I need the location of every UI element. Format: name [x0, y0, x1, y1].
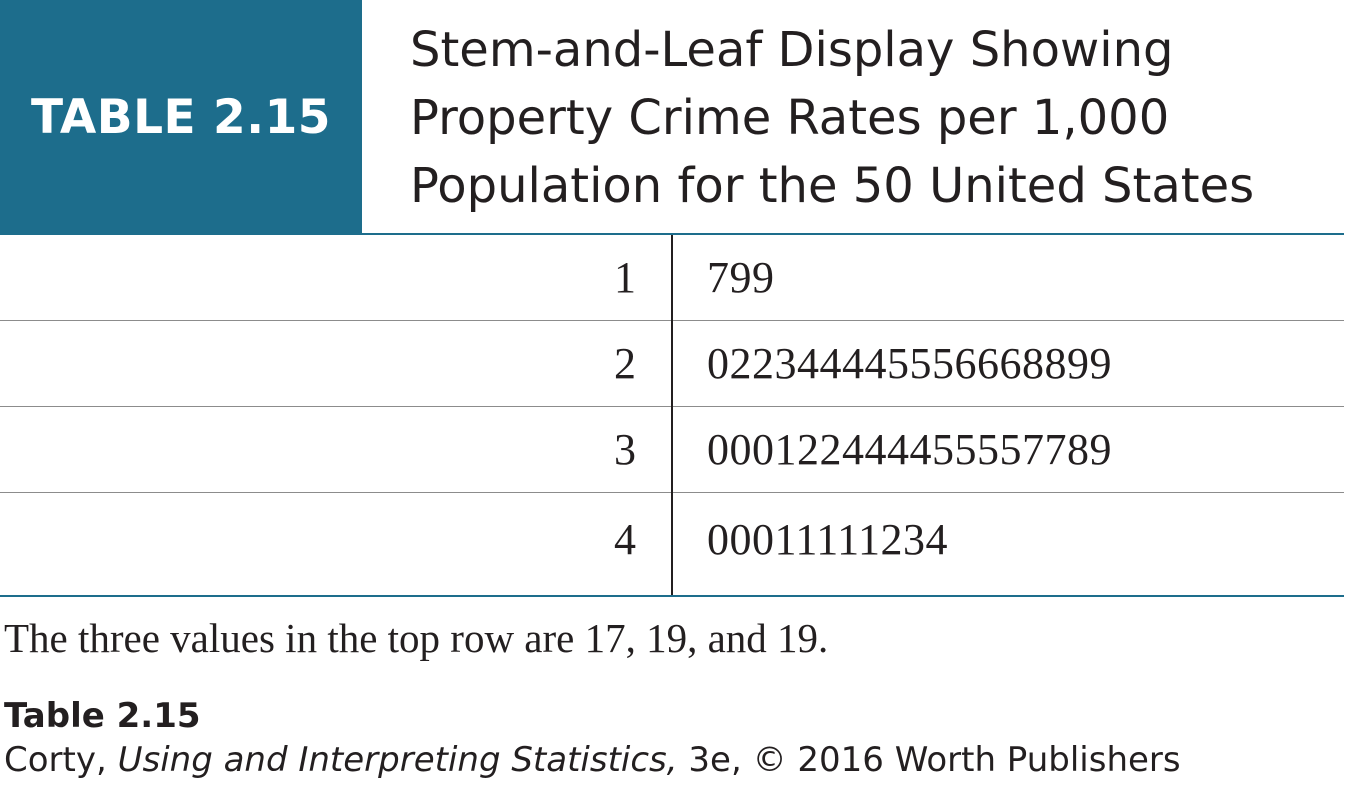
table-title-line-3: Population for the 50 United States [410, 158, 1255, 214]
table-note: The three values in the top row are 17, … [4, 615, 829, 661]
table-row: 1 799 [0, 235, 1344, 321]
stem-leaf-divider [671, 235, 673, 595]
table-header: TABLE 2.15 Stem-and-Leaf Display Showing… [0, 0, 1350, 235]
citation: Corty, Using and Interpreting Statistics… [4, 738, 1181, 782]
leaf-cell: 000122444455557789 [707, 425, 1112, 474]
citation-details: 3e, © 2016 Worth Publishers [677, 740, 1181, 780]
stem-cell: 3 [614, 425, 636, 474]
caption-label: Table 2.15 [4, 696, 201, 736]
table-title-line-1: Stem-and-Leaf Display Showing [410, 22, 1174, 78]
citation-author: Corty, [4, 740, 118, 780]
table-title: Stem-and-Leaf Display Showing Property C… [410, 16, 1340, 220]
table-row: 3 000122444455557789 [0, 407, 1344, 493]
citation-book-title: Using and Interpreting Statistics, [117, 740, 678, 780]
stem-cell: 2 [614, 339, 636, 388]
stem-cell: 4 [614, 515, 636, 564]
table-row: 2 022344445556668899 [0, 321, 1344, 407]
stem-cell: 1 [614, 253, 636, 302]
table-title-line-2: Property Crime Rates per 1,000 [410, 90, 1170, 146]
bottom-rule [0, 595, 1344, 597]
stem-and-leaf-table: 1 799 2 022344445556668899 3 00012244445… [0, 235, 1344, 595]
table-number-label: TABLE 2.15 [31, 89, 331, 145]
table-number-box: TABLE 2.15 [0, 0, 362, 234]
leaf-cell: 799 [707, 253, 775, 302]
leaf-cell: 00011111234 [707, 515, 948, 564]
header-rule [0, 233, 1344, 235]
table-row: 4 00011111234 [0, 497, 1344, 583]
leaf-cell: 022344445556668899 [707, 339, 1112, 388]
